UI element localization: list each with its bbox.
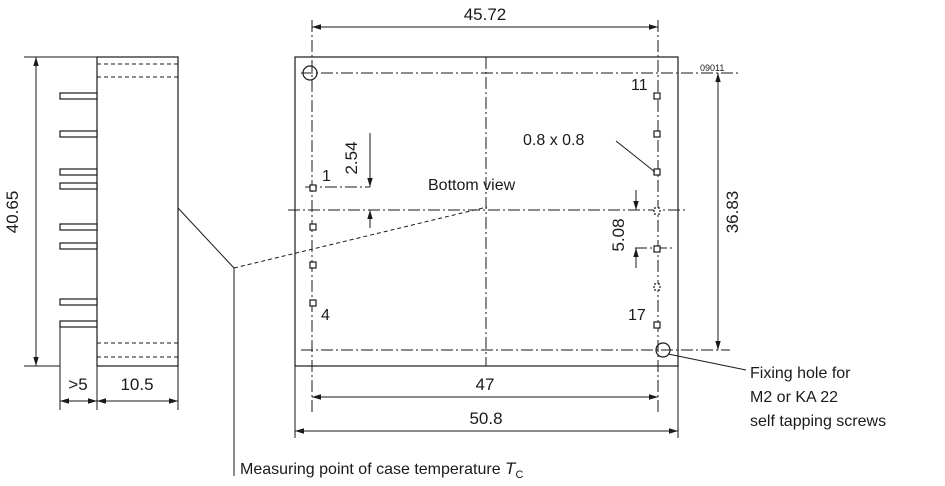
fixing-hole-top-left [302, 65, 318, 81]
bottom-view-label: Bottom view [428, 177, 516, 194]
measuring-point-label: Measuring point of case temperature TC [240, 459, 523, 481]
pin-label-17: 17 [628, 307, 646, 324]
drawing-id: 09011 [700, 63, 724, 73]
left-pads [309, 184, 317, 307]
side-pins [59, 92, 98, 328]
pin-pitch-dim: 2.54 [342, 141, 361, 174]
pin-gap-dim: 5.08 [609, 218, 628, 251]
bottom-view: 1 4 11 17 Bottom view 0.8 x 0.8 45.72 09… [288, 5, 742, 438]
fixing-hole-bottom-right [655, 342, 671, 358]
measuring-point-leader [177, 206, 488, 476]
pin-length-dim: >5 [68, 375, 87, 394]
body-width-dim: 10.5 [120, 375, 153, 394]
fixing-hole-line1: Fixing hole for [750, 365, 851, 382]
fixing-hole-line3: self tapping screws [750, 413, 886, 430]
inner-width-dim: 47 [476, 375, 495, 394]
side-view: 40.65 >5 10.5 [3, 56, 179, 410]
height-dim: 36.83 [723, 191, 742, 234]
side-height-dim: 40.65 [3, 191, 22, 234]
pad-size-label: 0.8 x 0.8 [523, 132, 584, 149]
outer-width-dim: 50.8 [469, 409, 502, 428]
right-pads [653, 92, 661, 329]
side-body [96, 56, 179, 367]
pin-label-11: 11 [631, 77, 648, 94]
fixing-hole-line2: M2 or KA 22 [750, 389, 838, 406]
top-width-dim: 45.72 [464, 5, 507, 24]
pin-label-4: 4 [321, 307, 330, 324]
pin-label-1: 1 [322, 168, 331, 185]
